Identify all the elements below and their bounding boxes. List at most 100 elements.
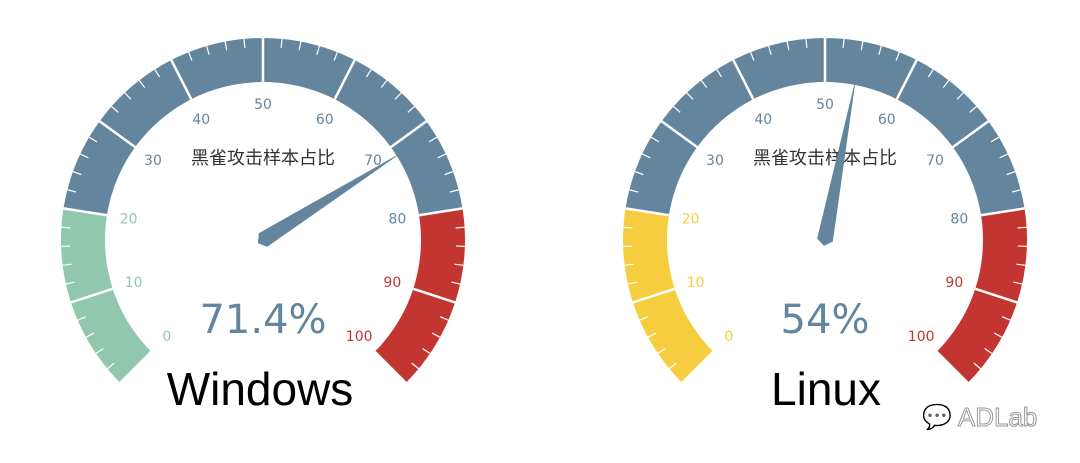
tick-label: 20 [120, 212, 138, 228]
minor-tick [67, 189, 77, 193]
minor-tick [927, 69, 934, 78]
tick-label: 50 [254, 97, 272, 113]
minor-tick [984, 347, 993, 355]
gauge-value: 54% [781, 297, 870, 343]
minor-tick [1011, 189, 1021, 193]
minor-tick [650, 136, 660, 143]
minor-tick [860, 41, 864, 51]
minor-tick [411, 362, 420, 370]
minor-tick [750, 51, 755, 61]
split-line [952, 120, 990, 149]
minor-tick [138, 80, 146, 88]
tick-label: 60 [316, 112, 334, 128]
tick-label: 80 [388, 212, 406, 228]
minor-tick [444, 171, 454, 176]
split-line [625, 207, 670, 217]
minor-tick [280, 38, 283, 48]
tick-label: 70 [364, 153, 382, 169]
minor-tick [365, 69, 372, 78]
minor-tick [668, 362, 677, 370]
minor-tick [878, 45, 882, 55]
minor-tick [224, 41, 228, 51]
minor-tick [437, 153, 447, 159]
minor-tick [768, 45, 772, 55]
split-line [98, 120, 136, 149]
split-line [732, 59, 755, 100]
minor-tick [716, 69, 723, 78]
tick-label: 0 [162, 329, 171, 345]
minor-tick [106, 362, 115, 370]
minor-tick [79, 153, 89, 159]
minor-tick [407, 105, 415, 113]
minor-tick [624, 263, 634, 266]
minor-tick [206, 45, 210, 55]
gauge-title: 黑雀攻击样本占比 [753, 148, 897, 169]
minor-tick [95, 347, 104, 355]
minor-tick [786, 41, 790, 51]
minor-tick [634, 171, 644, 176]
tick-label: 30 [144, 153, 162, 169]
minor-tick [686, 92, 694, 100]
tick-label: 10 [125, 275, 143, 291]
gauge-needle [817, 77, 857, 246]
split-line [170, 59, 193, 100]
minor-tick [72, 171, 82, 176]
split-line [895, 59, 918, 100]
split-line [333, 59, 356, 100]
split-line [412, 287, 456, 304]
minor-tick [316, 45, 320, 55]
minor-tick [627, 281, 637, 285]
gauge-label-linux: Linux [771, 363, 881, 415]
gauge-title: 黑雀攻击样本占比 [191, 148, 335, 169]
minor-tick [422, 347, 431, 355]
minor-tick [188, 51, 193, 61]
tick-label: 10 [687, 275, 705, 291]
minor-tick [1017, 226, 1027, 229]
minor-tick [1001, 316, 1011, 321]
split-line [660, 120, 698, 149]
minor-tick [77, 316, 87, 321]
tick-label: 30 [706, 153, 724, 169]
minor-tick [380, 80, 388, 88]
split-line [119, 350, 153, 384]
gauge-label-windows: Windows [166, 363, 354, 415]
minor-tick [394, 92, 402, 100]
gauge-band-1 [625, 37, 1025, 216]
gauge-band-0 [623, 208, 714, 383]
split-line [418, 207, 463, 217]
minor-tick [895, 51, 900, 61]
minor-tick [990, 136, 1000, 143]
minor-tick [455, 226, 465, 229]
split-line [980, 207, 1025, 217]
minor-tick [62, 263, 72, 266]
minor-tick [111, 105, 119, 113]
gauge-value: 71.4% [199, 297, 326, 343]
split-line [935, 350, 969, 384]
gauge-band-0 [61, 208, 152, 383]
tick-label: 100 [908, 329, 935, 345]
tick-label: 80 [950, 212, 968, 228]
tick-label: 40 [192, 112, 210, 128]
gauge-windows: 0 10 20 30 40 50 60 70 80 90 100 黑雀攻击样本占比 71.4% [61, 38, 465, 384]
minor-tick [154, 69, 161, 78]
minor-tick [657, 347, 666, 355]
watermark-text: ADLab [957, 402, 1038, 433]
minor-tick [298, 41, 302, 51]
minor-tick [454, 263, 464, 266]
minor-tick [956, 92, 964, 100]
minor-tick [942, 80, 950, 88]
gauge-band-1 [63, 38, 463, 216]
minor-tick [1006, 171, 1016, 176]
minor-tick [243, 38, 246, 48]
split-line [63, 207, 108, 217]
minor-tick [439, 316, 449, 321]
minor-tick [85, 332, 95, 338]
minor-tick [700, 80, 708, 88]
watermark: 💬 ADLab [922, 402, 1038, 433]
minor-tick [449, 189, 459, 193]
minor-tick [805, 38, 808, 48]
minor-tick [969, 105, 977, 113]
minor-tick [999, 153, 1009, 159]
minor-tick [428, 136, 438, 143]
gauge-band-2 [374, 208, 465, 383]
